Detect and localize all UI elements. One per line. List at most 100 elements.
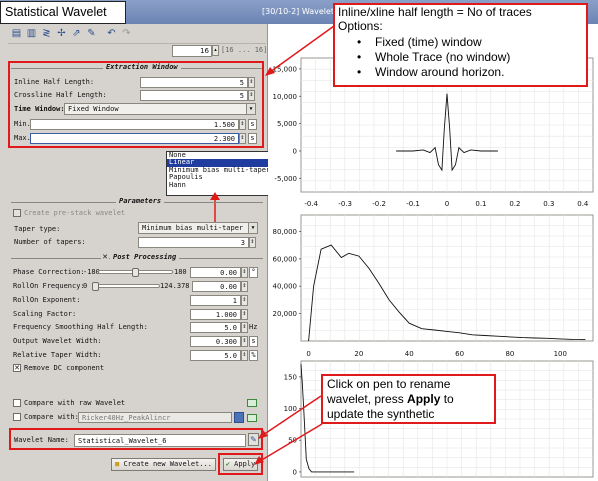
post-processing-title: Post Processing <box>110 253 180 261</box>
time-window-value: Fixed Window <box>68 105 119 113</box>
y-tick-label: 5,000 <box>277 120 297 128</box>
page-range: [16 ... 16] <box>221 46 268 54</box>
save-icon[interactable]: ▥ <box>26 28 37 39</box>
compare-with-input[interactable]: Ricker40Hz_PeakAlincr <box>78 412 232 423</box>
crossline-half-length-label: Crossline Half Length: <box>14 91 107 99</box>
taper-option[interactable]: None <box>169 151 186 159</box>
pen-icon[interactable]: ✎ <box>87 28 96 39</box>
rolloff-exp-label: RollOn Exponent: <box>13 296 81 304</box>
rolloff-freq-min: 0 <box>83 282 88 290</box>
phase-unit: ° <box>249 267 258 278</box>
x-tick-label: 0.2 <box>509 200 520 208</box>
time-window-select[interactable]: Fixed Window ▼ <box>64 103 256 115</box>
rolloff-freq-max: 124.378 <box>160 282 190 290</box>
rolloff-freq-slider[interactable] <box>92 284 160 288</box>
chevron-down-icon: ▼ <box>248 223 257 233</box>
relative-taper-spin[interactable]: ⇕ <box>241 350 248 361</box>
inline-spin[interactable]: ⇕ <box>248 77 255 88</box>
output-width-spin[interactable]: ⇕ <box>241 336 248 347</box>
max-spin[interactable]: ⇕ <box>239 133 246 144</box>
taper-option[interactable]: Minimum bias multi-taper <box>169 165 271 174</box>
smoothing-spin[interactable]: ⇕ <box>241 322 248 333</box>
min-spin[interactable]: ⇕ <box>239 119 246 130</box>
relative-taper-input[interactable]: 5.0 <box>190 350 241 361</box>
apply-button[interactable]: ✔ Apply <box>223 458 258 471</box>
top-callout-bullet-1: Fixed (time) window <box>375 35 482 49</box>
x-tick-label: -0.2 <box>372 200 386 208</box>
top-callout-bullet-2: Whole Trace (no window) <box>375 50 511 64</box>
open-icon[interactable]: ▤ <box>11 28 22 39</box>
remove-dc-label: Remove DC component <box>24 364 105 372</box>
crossline-half-length-input[interactable]: 5 <box>140 90 248 101</box>
rolloff-exp-input[interactable]: 1 <box>190 295 241 306</box>
y-tick-label: 150 <box>284 373 297 381</box>
undo-icon[interactable]: ↶ <box>107 28 116 39</box>
create-new-wavelet-button[interactable]: ■ Create new Wavelet... <box>111 458 216 471</box>
taper-option[interactable]: Linear <box>167 158 271 167</box>
phase-label: Phase Correction: <box>13 268 85 276</box>
y-tick-label: 0 <box>293 468 297 476</box>
compare-raw-checkbox[interactable] <box>13 399 21 407</box>
max-input[interactable]: 2.300 <box>30 133 239 144</box>
phase-spin[interactable]: ⇕ <box>241 267 248 278</box>
page-field[interactable]: 16 <box>172 45 212 57</box>
compare-with-label: Compare with: <box>24 413 79 421</box>
crossline-spin[interactable]: ⇕ <box>248 90 255 101</box>
bottom-callout: Click on pen to rename wavelet, press Ap… <box>321 374 496 424</box>
num-tapers-spin[interactable]: ⇕ <box>249 237 256 248</box>
pen-icon[interactable]: ✎ <box>248 433 259 446</box>
phase-slider-knob[interactable] <box>132 268 139 277</box>
taper-type-select[interactable]: Minimum bias multi-taper ▼ <box>138 222 258 234</box>
toolbar: ▤ ▥ ≷ ✢ ⇗ ✎ ↶ ↷ <box>8 24 266 44</box>
crosshair-icon[interactable]: ✢ <box>57 28 66 39</box>
toggle-with-icon[interactable] <box>247 414 257 422</box>
rolloff-freq-input[interactable]: 0.00 <box>192 281 241 292</box>
prestack-checkbox[interactable] <box>13 209 21 217</box>
rolloff-exp-spin[interactable]: ⇕ <box>241 295 248 306</box>
y-tick-label: -5,000 <box>274 175 297 183</box>
wavelet-name-input[interactable]: Statistical_Wavelet_6 <box>74 434 246 447</box>
x-tick-label: 0 <box>306 350 310 358</box>
top-callout-line2: Options: <box>338 19 383 33</box>
extraction-highlight-box <box>8 61 264 148</box>
browse-icon[interactable] <box>234 412 244 423</box>
compare-with-checkbox[interactable] <box>13 413 21 421</box>
bottom-callout-line2: wavelet, press Apply to <box>327 393 454 406</box>
polyline-icon[interactable]: ≷ <box>42 28 51 39</box>
rolloff-freq-slider-knob[interactable] <box>92 282 99 291</box>
scaling-input[interactable]: 1.000 <box>190 309 241 320</box>
smoothing-label: Frequency Smoothing Half Length: <box>13 323 148 331</box>
scaling-spin[interactable]: ⇕ <box>241 309 248 320</box>
post-processing-checkbox[interactable]: ✕ <box>101 253 109 262</box>
num-tapers-input[interactable]: 3 <box>138 237 249 248</box>
min-input[interactable]: 1.500 <box>30 119 239 130</box>
smoothing-input[interactable]: 5.0 <box>190 322 241 333</box>
output-width-label: Output Wavelet Width: <box>13 337 102 345</box>
chevron-down-icon: ▼ <box>246 104 255 114</box>
rolloff-freq-spin[interactable]: ⇕ <box>241 281 248 292</box>
phase-max: 180 <box>174 268 187 276</box>
y-tick-label: 0 <box>293 147 297 155</box>
x-tick-label: 0.4 <box>577 200 589 208</box>
pointer-icon[interactable]: ⇗ <box>72 28 81 39</box>
toggle-raw-icon[interactable] <box>247 399 257 407</box>
phase-min: -180 <box>83 268 100 276</box>
redo-icon[interactable]: ↷ <box>122 28 131 39</box>
page-spin[interactable]: ▴ <box>212 45 219 56</box>
taper-option[interactable]: Papoulis <box>169 173 203 182</box>
inline-half-length-input[interactable]: 5 <box>140 77 248 88</box>
wavelet-name-label: Wavelet Name: <box>14 436 69 444</box>
y-tick-label: 10,000 <box>273 93 298 101</box>
headline-label-box: Statistical Wavelet <box>0 1 126 24</box>
extraction-window-title: Extraction Window <box>103 63 181 71</box>
taper-options-list[interactable]: None Linear Minimum bias multi-taper Papoul… <box>166 151 272 196</box>
y-tick-label: 60,000 <box>273 255 298 263</box>
y-tick-label: 100 <box>284 405 297 413</box>
output-width-input[interactable]: 0.300 <box>190 336 241 347</box>
taper-option[interactable]: Hann <box>169 180 186 189</box>
x-tick-label: -0.3 <box>338 200 352 208</box>
rolloff-freq-label: RollOn Frequency: <box>13 282 85 290</box>
max-label: Max. <box>14 134 31 142</box>
remove-dc-checkbox[interactable]: ✕ <box>13 364 21 372</box>
phase-input[interactable]: 0.00 <box>190 267 241 278</box>
